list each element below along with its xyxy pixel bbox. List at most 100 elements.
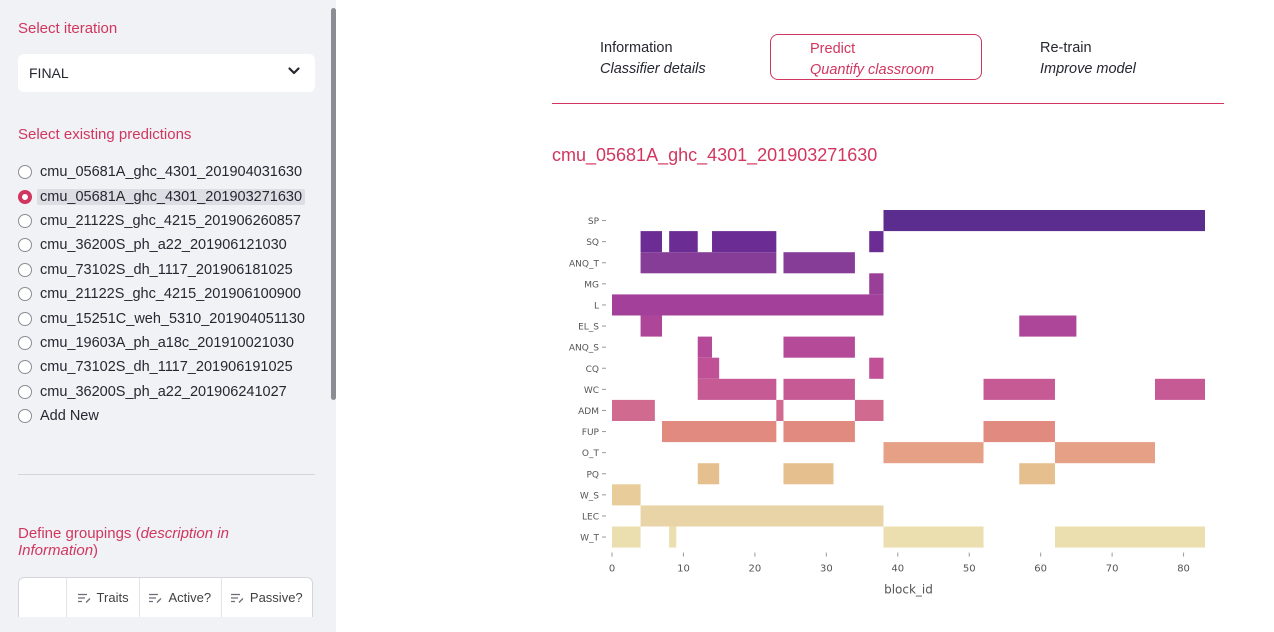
- bar-segment[interactable]: [640, 231, 663, 253]
- bar-segment[interactable]: [883, 526, 984, 548]
- radio-circle-icon[interactable]: [18, 189, 32, 204]
- groupings-em-information[interactable]: Information: [18, 542, 94, 559]
- x-tick-label: 60: [1034, 564, 1047, 575]
- timeline-chart: SP SQ ANQ_T MG L EL_S ANQ_S CQ WC ADM FUP O_T PQ W_S L…: [569, 210, 1205, 597]
- bar-segment[interactable]: [697, 357, 720, 379]
- radio-circle-icon[interactable]: [18, 360, 32, 375]
- radio-option[interactable]: cmu_36200S_ph_a22_201906121030: [18, 233, 318, 257]
- edit-column-icon: [230, 593, 244, 603]
- bar-segment[interactable]: [640, 252, 777, 274]
- tab-predict[interactable]: Predict Quantify classroom: [770, 34, 982, 80]
- x-tick-label: 80: [1177, 564, 1190, 575]
- iteration-select[interactable]: FINAL: [18, 54, 315, 92]
- tab-predict-subtitle: Quantify classroom: [810, 62, 935, 78]
- bar-segment[interactable]: [697, 463, 720, 485]
- y-tick-label: ANQ_S: [569, 344, 599, 354]
- radio-option-label: cmu_36200S_ph_a22_201906121030: [40, 237, 287, 254]
- x-tick-label: 40: [891, 564, 904, 575]
- bar-segment[interactable]: [1054, 526, 1205, 548]
- x-tick-label: 70: [1106, 564, 1119, 575]
- tab-retrain[interactable]: Re-train Improve model: [1040, 38, 1136, 80]
- radio-option[interactable]: cmu_21122S_ghc_4215_201906260857: [18, 209, 318, 233]
- bar-segment[interactable]: [869, 357, 884, 379]
- bar-segment[interactable]: [883, 210, 1205, 232]
- radio-option[interactable]: cmu_15251C_weh_5310_201904051130: [18, 306, 318, 330]
- radio-option-label: cmu_36200S_ph_a22_201906241027: [40, 383, 287, 400]
- y-tick-label: LEC: [582, 512, 599, 522]
- groupings-em-description: description in: [140, 525, 229, 542]
- radio-circle-icon[interactable]: [18, 311, 32, 326]
- radio-option[interactable]: cmu_05681A_ghc_4301_201904031630: [18, 160, 318, 184]
- edit-column-icon: [77, 593, 91, 603]
- groupings-label: Define groupings (description in Informa…: [18, 525, 298, 559]
- bar-segment[interactable]: [640, 315, 663, 337]
- radio-circle-icon[interactable]: [18, 238, 32, 253]
- bar-segment[interactable]: [1019, 463, 1055, 485]
- y-tick-label: PQ: [586, 470, 599, 480]
- bar-segment[interactable]: [983, 378, 1055, 400]
- bar-segment[interactable]: [640, 505, 884, 527]
- grid-col-traits[interactable]: Traits: [67, 578, 140, 617]
- bar-segment[interactable]: [783, 463, 834, 485]
- bar-segment[interactable]: [669, 231, 698, 253]
- bar-segment[interactable]: [669, 526, 677, 548]
- radio-option-label: cmu_15251C_weh_5310_201904051130: [40, 310, 305, 327]
- radio-option[interactable]: cmu_05681A_ghc_4301_201903271630: [18, 184, 318, 208]
- grid-col-active[interactable]: Active?: [140, 578, 222, 617]
- bar-segment[interactable]: [783, 252, 855, 274]
- sidebar-scrollbar[interactable]: [331, 8, 336, 400]
- x-tick-label: 50: [963, 564, 976, 575]
- bar-segment[interactable]: [883, 442, 984, 464]
- bar-segment[interactable]: [869, 231, 884, 253]
- bar-segment[interactable]: [1054, 442, 1155, 464]
- bar-segment[interactable]: [697, 336, 713, 358]
- radio-option[interactable]: cmu_36200S_ph_a22_201906241027: [18, 380, 318, 404]
- bar-segment[interactable]: [776, 399, 784, 421]
- radio-option[interactable]: cmu_73102S_dh_1117_201906181025: [18, 258, 318, 282]
- sidebar: Select iteration FINAL Select existing p…: [0, 0, 336, 632]
- bar-segment[interactable]: [612, 526, 641, 548]
- radio-circle-icon[interactable]: [18, 409, 32, 424]
- radio-option-label: Add New: [40, 408, 99, 425]
- radio-add-new[interactable]: Add New: [18, 404, 318, 428]
- y-tick-label: W_S: [580, 491, 599, 501]
- y-tick-label: ANQ_T: [569, 259, 599, 269]
- x-tick-label: 30: [820, 564, 833, 575]
- radio-option[interactable]: cmu_19603A_ph_a18c_201910021030: [18, 331, 318, 355]
- tab-retrain-title: Re-train: [1040, 40, 1092, 56]
- radio-option[interactable]: cmu_73102S_dh_1117_201906191025: [18, 355, 318, 379]
- radio-circle-icon[interactable]: [18, 165, 32, 180]
- bar-segment[interactable]: [783, 336, 855, 358]
- radio-circle-icon[interactable]: [18, 384, 32, 399]
- bar-segment[interactable]: [983, 421, 1055, 443]
- groupings-suffix: ): [93, 542, 99, 559]
- bar-segment[interactable]: [854, 399, 884, 421]
- bar-segment[interactable]: [869, 273, 884, 295]
- radio-option-label: cmu_21122S_ghc_4215_201906100900: [40, 286, 301, 303]
- bar-segment[interactable]: [783, 421, 855, 443]
- radio-circle-icon[interactable]: [18, 262, 32, 277]
- tab-information[interactable]: Information Classifier details: [600, 38, 706, 80]
- bar-segment[interactable]: [783, 378, 855, 400]
- bar-segment[interactable]: [1019, 315, 1077, 337]
- radio-option[interactable]: cmu_21122S_ghc_4215_201906100900: [18, 282, 318, 306]
- bar-segment[interactable]: [1154, 378, 1205, 400]
- y-tick-label: W_T: [580, 534, 599, 544]
- bar-segment[interactable]: [712, 231, 777, 253]
- grid-col-passive[interactable]: Passive?: [222, 578, 312, 617]
- bar-segment[interactable]: [662, 421, 777, 443]
- iteration-label: Select iteration: [18, 20, 118, 37]
- bar-segment[interactable]: [612, 484, 641, 506]
- bar-segment[interactable]: [697, 378, 777, 400]
- radio-option-label: cmu_05681A_ghc_4301_201903271630: [37, 188, 306, 205]
- radio-circle-icon[interactable]: [18, 335, 32, 350]
- y-tick-label: L: [594, 301, 599, 311]
- predictions-radio-group: cmu_05681A_ghc_4301_201904031630 cmu_0568…: [18, 160, 318, 428]
- radio-circle-icon[interactable]: [18, 287, 32, 302]
- bar-segment[interactable]: [612, 294, 884, 316]
- bar-segment[interactable]: [612, 399, 655, 421]
- radio-circle-icon[interactable]: [18, 213, 32, 228]
- chart-title: cmu_05681A_ghc_4301_201903271630: [552, 145, 878, 165]
- tab-retrain-subtitle: Improve model: [1040, 61, 1136, 77]
- grid-col-traits-label: Traits: [96, 590, 129, 605]
